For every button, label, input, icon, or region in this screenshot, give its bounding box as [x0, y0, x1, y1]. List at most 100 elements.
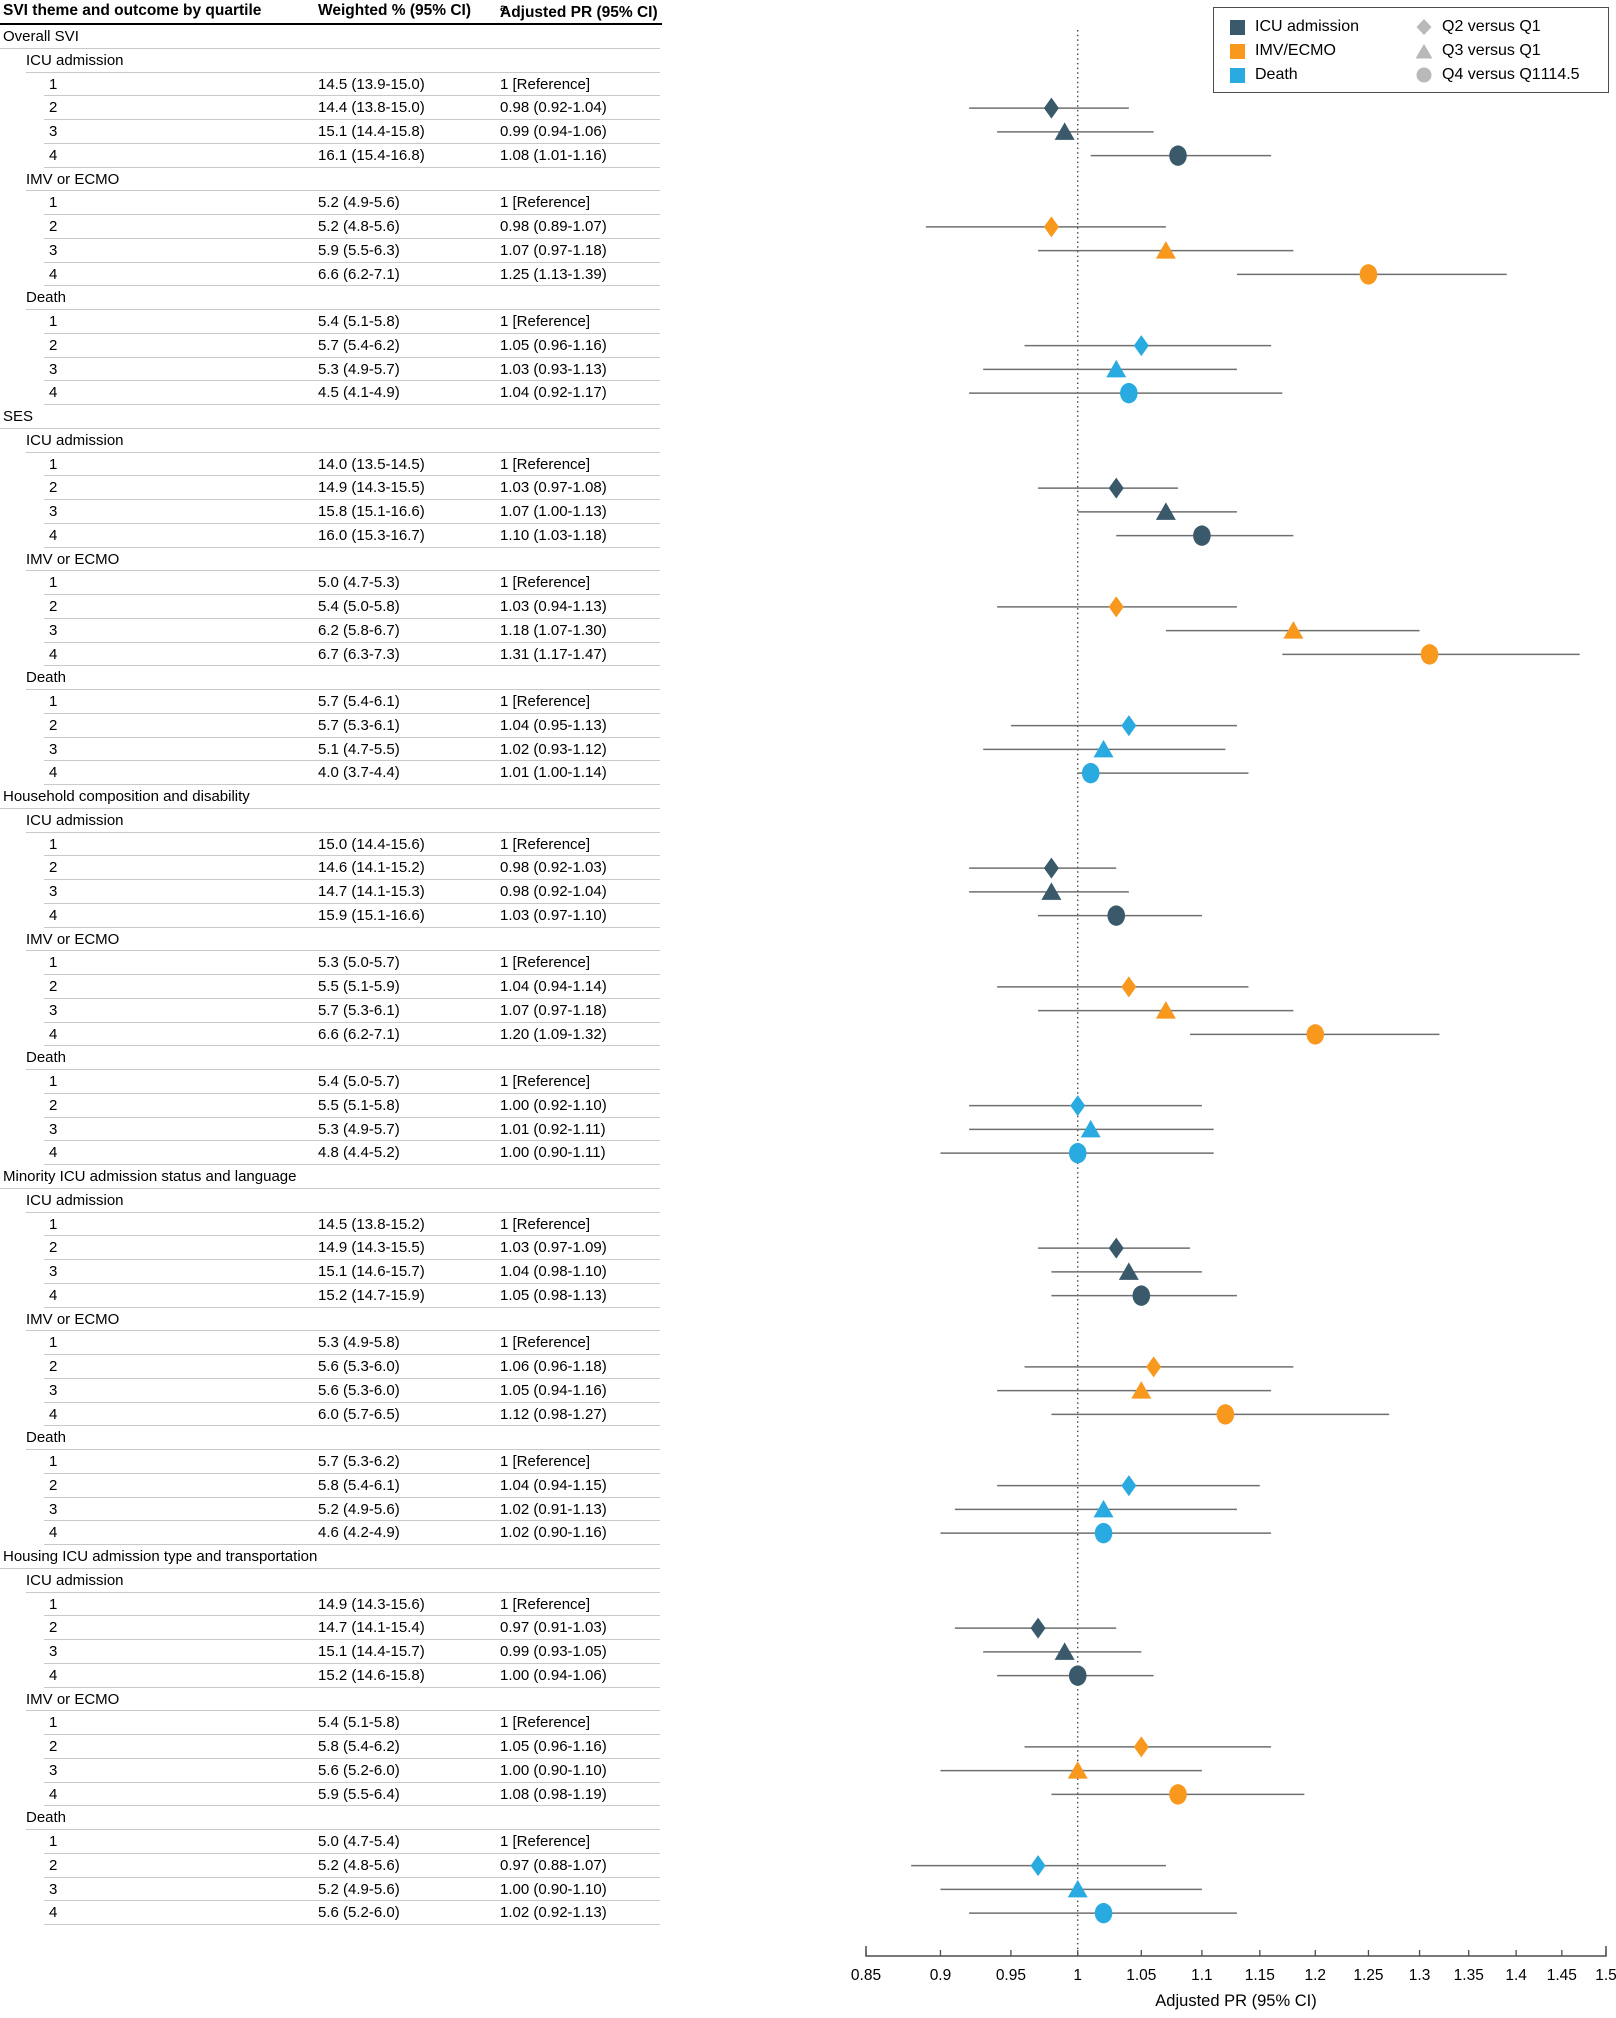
quartile-row: 2 14.7 (14.1-15.4) 0.97 (0.91-1.03) [0, 1616, 662, 1640]
outcome-row: Death [0, 1806, 662, 1830]
adjusted-pr-value: 1 [Reference] [500, 1073, 591, 1090]
row-separator [44, 380, 660, 382]
quartile-number: 2 [49, 598, 58, 615]
quartile-row: 1 14.5 (13.8-15.2) 1 [Reference] [0, 1213, 662, 1237]
forest-marker-diamond [1108, 477, 1124, 499]
forest-marker-triangle [1080, 1119, 1101, 1138]
forest-marker-diamond [1133, 1736, 1149, 1758]
quartile-number: 2 [49, 1096, 58, 1114]
legend-label: ICU admission [1255, 18, 1360, 35]
adjusted-pr-value: 0.99 (0.93-1.05) [500, 1643, 607, 1660]
forest-marker-circle [1068, 1142, 1087, 1164]
outcome-row: ICU admission [0, 49, 662, 73]
row-separator [44, 879, 660, 880]
forest-marker-diamond [1043, 97, 1059, 119]
weighted-pct-value: 5.7 (5.4-6.2) [318, 336, 400, 354]
quartile-row: 4 15.2 (14.7-15.9) 1.05 (0.98-1.13) [0, 1284, 662, 1308]
adjusted-pr-value: 1.02 (0.93-1.12) [500, 740, 607, 758]
row-separator [26, 831, 660, 833]
forest-marker-triangle [1054, 1642, 1075, 1660]
outcome-row: Death [0, 286, 662, 310]
section-row: Housing ICU admission type and transport… [0, 1545, 662, 1569]
quartile-number: 2 [49, 716, 58, 734]
quartile-row: 2 5.6 (5.3-6.0) 1.06 (0.96-1.18) [0, 1355, 662, 1379]
row-separator [44, 1520, 660, 1522]
quartile-number: 4 [49, 1904, 58, 1922]
row-separator [44, 1116, 660, 1118]
row-separator [44, 926, 660, 928]
weighted-pct-value: 14.5 (13.9-15.0) [318, 75, 425, 93]
row-separator [44, 214, 660, 215]
x-axis-tick-label: 1 [1073, 1967, 1082, 1984]
weighted-pct-value: 5.3 (4.9-5.8) [318, 1334, 400, 1352]
quartile-number: 1 [49, 1595, 58, 1613]
quartile-number: 3 [49, 360, 58, 378]
outcome-row: ICU admission [0, 429, 662, 453]
row-separator [44, 1757, 660, 1759]
adjusted-pr-value: 1.04 (0.98-1.10) [500, 1263, 607, 1280]
quartile-number: 3 [49, 1880, 58, 1898]
forest-marker-circle [1216, 1404, 1235, 1425]
row-separator [44, 1140, 660, 1142]
weighted-pct-value: 15.1 (14.4-15.8) [318, 123, 425, 140]
outcome-label: ICU admission [26, 1571, 124, 1589]
outcome-row: Death [0, 1046, 662, 1070]
row-separator [0, 47, 660, 49]
row-separator [44, 404, 660, 405]
column-header-weighted: Weighted % (95% CI) [318, 2, 472, 19]
adjusted-pr-value: 1.00 (0.94-1.06) [500, 1666, 607, 1684]
row-separator [0, 1567, 660, 1569]
outcome-row: IMV or ECMO [0, 168, 662, 192]
adjusted-pr-value: 1.31 (1.17-1.47) [500, 645, 607, 663]
row-separator [26, 309, 660, 310]
weighted-pct-value: 16.0 (15.3-16.7) [318, 526, 425, 544]
row-separator [44, 617, 660, 619]
row-separator [26, 190, 660, 192]
adjusted-pr-value: 1 [Reference] [500, 1595, 591, 1613]
legend-outcomes-column: ICU admission IMV/ECMO Death [1230, 15, 1359, 87]
adjusted-pr-value: 1.07 (0.97-1.18) [500, 241, 607, 259]
quartile-row: 3 6.2 (5.8-6.7) 1.18 (1.07-1.30) [0, 619, 662, 643]
forest-marker-triangle [1041, 882, 1062, 900]
quartile-row: 2 5.8 (5.4-6.2) 1.05 (0.96-1.16) [0, 1735, 662, 1759]
weighted-pct-value: 15.0 (14.4-15.6) [318, 835, 425, 853]
quartile-row: 1 5.4 (5.0-5.7) 1 [Reference] [0, 1070, 662, 1094]
diamond-icon [1416, 19, 1432, 35]
forest-marker-diamond [1133, 335, 1149, 357]
row-separator [26, 950, 660, 952]
legend-comparison-item: Q4 versus Q1 114.5 [1414, 63, 1580, 87]
weighted-pct-value: 14.4 (13.8-15.0) [318, 99, 425, 117]
weighted-pct-value: 14.9 (14.3-15.6) [318, 1595, 425, 1613]
adjusted-pr-value: 1.07 (0.97-1.18) [500, 1001, 607, 1019]
forest-marker-diamond [1108, 596, 1124, 618]
row-separator [44, 736, 660, 738]
adjusted-pr-value: 1 [Reference] [500, 455, 591, 473]
weighted-pct-value: 5.7 (5.3-6.1) [318, 1001, 400, 1019]
x-axis-tick-label: 1.05 [1126, 1967, 1156, 1984]
row-separator [26, 1330, 660, 1332]
row-separator [44, 665, 660, 667]
outcome-row: IMV or ECMO [0, 928, 662, 952]
quartile-row: 3 5.1 (4.7-5.5) 1.02 (0.93-1.12) [0, 738, 662, 762]
forest-marker-diamond [1121, 976, 1137, 998]
adjusted-pr-value: 1.01 (0.92-1.11) [500, 1120, 606, 1138]
quartile-row: 4 5.6 (5.2-6.0) 1.02 (0.92-1.13) [0, 1901, 662, 1925]
weighted-pct-value: 5.4 (5.1-5.8) [318, 1714, 400, 1732]
row-separator [44, 285, 660, 287]
outcome-row: ICU admission [0, 809, 662, 833]
adjusted-pr-value: 1.04 (0.92-1.17) [500, 384, 607, 402]
row-separator [0, 1187, 660, 1189]
weighted-pct-value: 6.7 (6.3-7.3) [318, 645, 400, 663]
quartile-number: 4 [49, 764, 58, 782]
adjusted-pr-value: 0.98 (0.89-1.07) [500, 218, 607, 235]
row-separator [44, 594, 660, 595]
quartile-row: 4 5.9 (5.5-6.4) 1.08 (0.98-1.19) [0, 1783, 662, 1807]
adjusted-pr-value: 1.05 (0.96-1.16) [500, 336, 607, 354]
quartile-number: 4 [49, 1666, 58, 1684]
weighted-pct-value: 6.6 (6.2-7.1) [318, 265, 400, 283]
weighted-pct-value: 5.9 (5.5-6.3) [318, 241, 400, 259]
row-separator [44, 1282, 660, 1284]
adjusted-pr-value: 1.03 (0.94-1.13) [500, 598, 607, 615]
weighted-pct-value: 5.6 (5.2-6.0) [318, 1904, 400, 1922]
quartile-number: 4 [49, 1524, 58, 1542]
